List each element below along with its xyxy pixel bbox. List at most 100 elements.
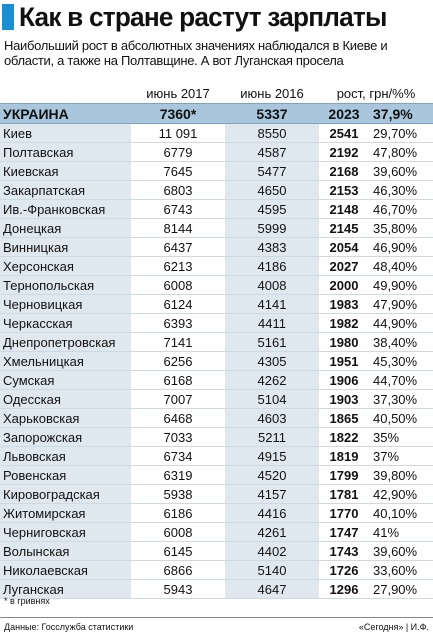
table-header-row: июнь 2017 июнь 2016 рост, грн/%% [0, 84, 433, 103]
growth-abs: 2168 [329, 163, 359, 179]
growth-pct: 39,60% [373, 543, 418, 559]
growth-abs: 1982 [329, 315, 359, 331]
growth-pct: 29,70% [373, 125, 418, 141]
june2016-value: 4402 [225, 542, 319, 560]
june2016-value: 4305 [225, 352, 319, 370]
total-june2017: 7360* [159, 105, 197, 122]
growth-pct: 37% [373, 448, 400, 464]
june2017-value: 6779 [163, 144, 193, 160]
region-name: Хмельницкая [0, 352, 131, 370]
june2017-value: 6734 [163, 448, 193, 464]
june2017-value: 6803 [163, 182, 193, 198]
region-name: Волынская [0, 542, 131, 560]
footnote: * в гривнях [4, 596, 50, 606]
table-row: Николаевская 6866 5140 1726 33,60% [0, 561, 433, 580]
page-title: Как в стране растут зарплаты [19, 1, 387, 32]
table-row: Полтавская 6779 4587 2192 47,80% [0, 143, 433, 162]
growth-abs: 1865 [329, 410, 359, 426]
table-row: Львовская 6734 4915 1819 37% [0, 447, 433, 466]
table-row: Сумская 6168 4262 1906 44,70% [0, 371, 433, 390]
growth-abs: 1747 [329, 524, 359, 540]
region-name: Ив.-Франковская [0, 200, 131, 218]
region-name: Ровенская [0, 466, 131, 484]
growth-pct: 46,70% [373, 201, 418, 217]
footer-credit: «Сегодня» | И.Ф. [358, 621, 429, 632]
region-name: Киев [0, 124, 131, 142]
june2016-value: 5140 [225, 561, 319, 579]
growth-pct: 40,10% [373, 505, 418, 521]
june2016-value: 4520 [225, 466, 319, 484]
growth-abs: 2192 [329, 144, 359, 160]
region-name: Донецкая [0, 219, 131, 237]
june2016-value: 4157 [225, 485, 319, 503]
june2017-value: 6319 [163, 467, 193, 483]
title-row: Как в стране растут зарплаты [0, 0, 433, 34]
region-name: Черниговская [0, 523, 131, 541]
june2017-value: 6468 [163, 410, 193, 426]
table-row: Винницкая 6437 4383 2054 46,90% [0, 238, 433, 257]
june2016-value: 8550 [225, 124, 319, 142]
region-name: Николаевская [0, 561, 131, 579]
june2016-value: 4008 [225, 276, 319, 294]
growth-pct: 46,30% [373, 182, 418, 198]
total-row: УКРАИНА 7360* 5337 2023 37,9% [0, 103, 433, 124]
table-row: Запорожская 7033 5211 1822 35% [0, 428, 433, 447]
growth-pct: 27,90% [373, 581, 418, 597]
region-name: Сумская [0, 371, 131, 389]
table-row: Хмельницкая 6256 4305 1951 45,30% [0, 352, 433, 371]
table-row: Киевская 7645 5477 2168 39,60% [0, 162, 433, 181]
header-growth: рост, грн/%% [336, 86, 416, 101]
table-row: Днепропетровская 7141 5161 1980 38,40% [0, 333, 433, 352]
subtitle: Наибольший рост в абсолютных значениях н… [4, 38, 388, 68]
june2016-value: 4603 [225, 409, 319, 427]
table-row: Черновицкая 6124 4141 1983 47,90% [0, 295, 433, 314]
table-row: Одесская 7007 5104 1903 37,30% [0, 390, 433, 409]
table-row: Закарпатская 6803 4650 2153 46,30% [0, 181, 433, 200]
growth-pct: 45,30% [373, 353, 418, 369]
june2017-value: 6393 [163, 315, 193, 331]
region-name: Черкасская [0, 314, 131, 332]
salary-table: июнь 2017 июнь 2016 рост, грн/%% УКРАИНА… [0, 84, 433, 599]
june2017-value: 7141 [163, 334, 193, 350]
june2016-value: 4262 [225, 371, 319, 389]
growth-pct: 44,70% [373, 372, 418, 388]
june2016-value: 4141 [225, 295, 319, 313]
june2017-value: 6866 [163, 562, 193, 578]
growth-pct: 35% [373, 429, 400, 445]
growth-abs: 1906 [329, 372, 359, 388]
june2017-value: 6186 [163, 505, 193, 521]
growth-pct: 35,80% [373, 220, 418, 236]
growth-pct: 40,50% [373, 410, 418, 426]
growth-abs: 2027 [329, 258, 359, 274]
growth-pct: 46,90% [373, 239, 418, 255]
growth-pct: 39,60% [373, 163, 418, 179]
june2017-value: 7007 [163, 391, 193, 407]
table-row: Херсонская 6213 4186 2027 48,40% [0, 257, 433, 276]
table-row: Киев 11 091 8550 2541 29,70% [0, 124, 433, 143]
region-name: Херсонская [0, 257, 131, 275]
growth-pct: 38,40% [373, 334, 418, 350]
table-row: Тернопольская 6008 4008 2000 49,90% [0, 276, 433, 295]
header-june2017: июнь 2017 [146, 86, 210, 101]
june2017-value: 6008 [163, 524, 193, 540]
total-pct: 37,9% [373, 105, 413, 122]
table-row: Черкасская 6393 4411 1982 44,90% [0, 314, 433, 333]
growth-pct: 47,80% [373, 144, 418, 160]
region-name: Полтавская [0, 143, 131, 161]
growth-abs: 1983 [329, 296, 359, 312]
june2016-value: 4650 [225, 181, 319, 199]
growth-abs: 1819 [329, 448, 359, 464]
june2017-value: 6124 [163, 296, 193, 312]
growth-pct: 48,40% [373, 258, 418, 274]
region-name: Днепропетровская [0, 333, 131, 351]
june2017-value: 7033 [163, 429, 193, 445]
june2017-value: 11 091 [158, 125, 198, 141]
growth-abs: 1781 [329, 486, 359, 502]
growth-abs: 1743 [329, 543, 359, 559]
june2016-value: 5104 [225, 390, 319, 408]
table-row: Кировоградская 5938 4157 1781 42,90% [0, 485, 433, 504]
region-name: Тернопольская [0, 276, 131, 294]
june2016-value: 5999 [225, 219, 319, 237]
june2016-value: 4416 [225, 504, 319, 522]
